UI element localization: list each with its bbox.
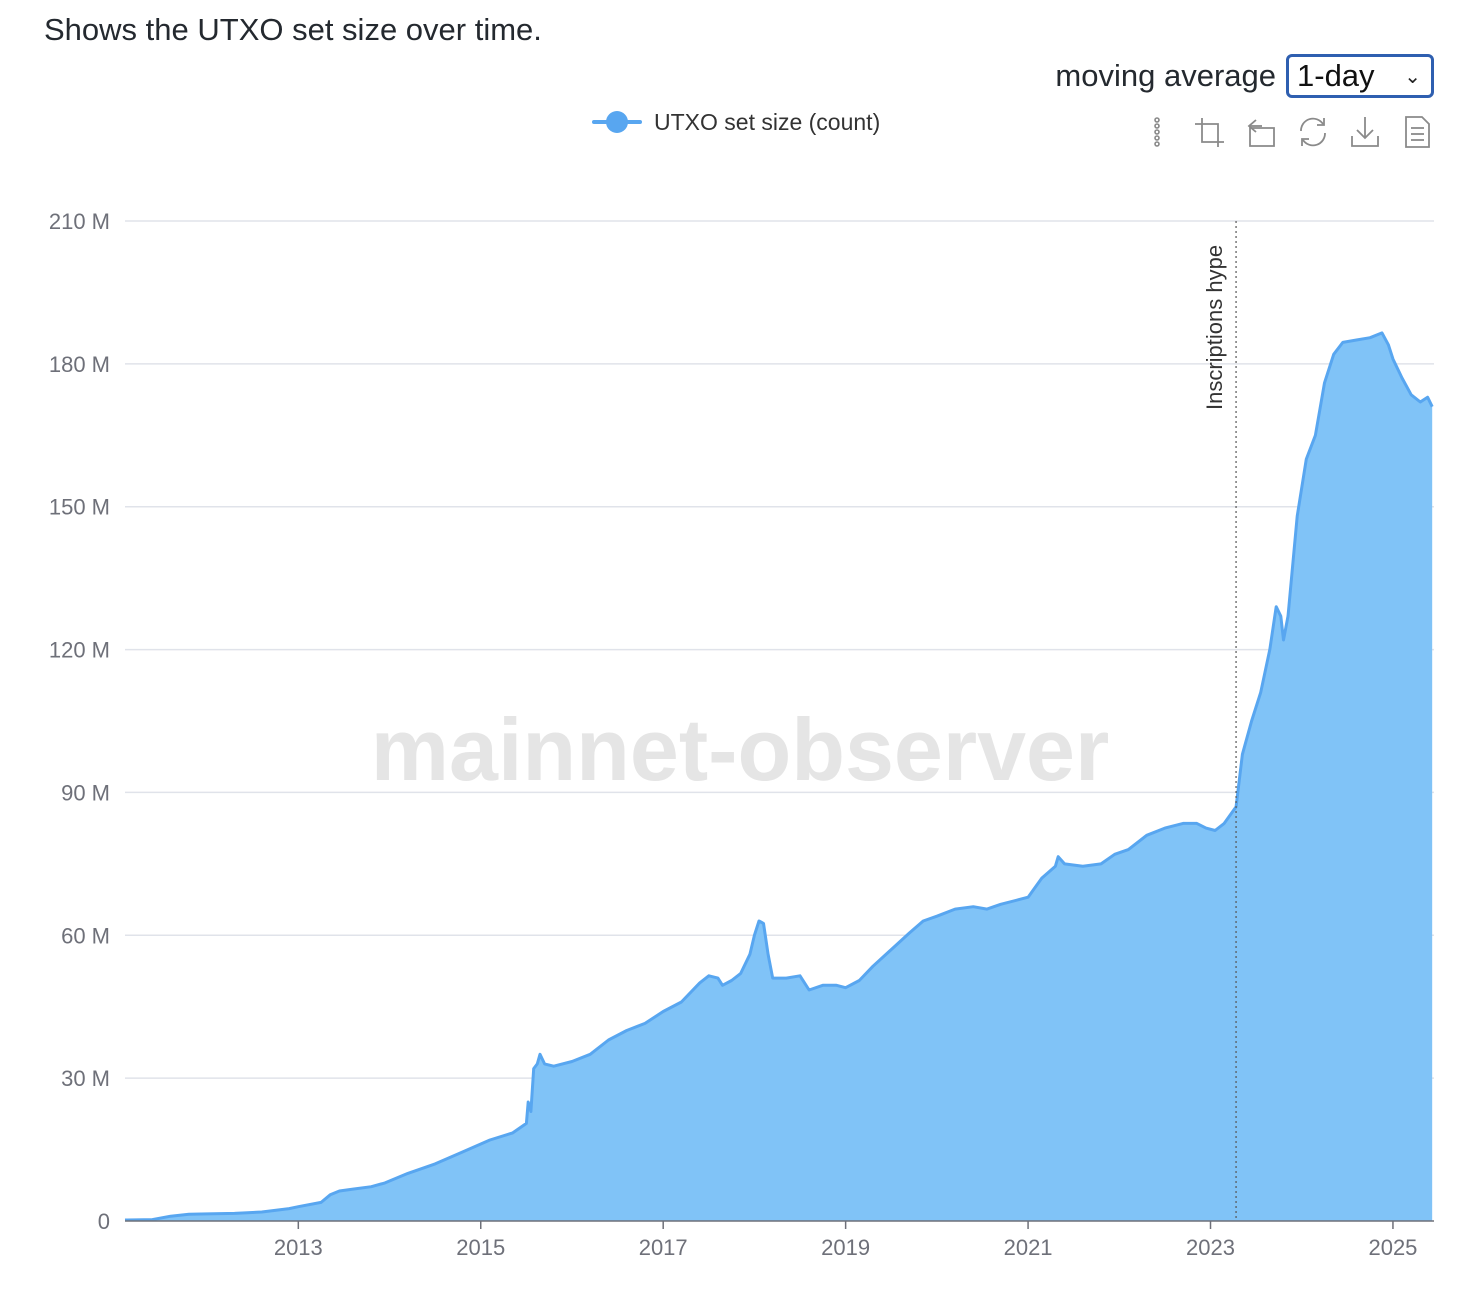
y-tick-label: 150 M [49, 495, 110, 520]
legend-swatch [592, 108, 642, 136]
legend-label: UTXO set size (count) [654, 108, 881, 135]
moving-average-value: 1-day [1297, 58, 1375, 93]
x-tick-label: 2013 [274, 1235, 323, 1260]
chart-description: Shows the UTXO set size over time. [44, 12, 542, 47]
y-tick-label: 30 M [61, 1066, 110, 1091]
zoom-reset-icon[interactable] [1244, 114, 1278, 150]
series-area [125, 332, 1433, 1221]
data-view-icon[interactable] [1400, 114, 1434, 150]
x-tick-label: 2023 [1186, 1235, 1235, 1260]
y-tick-label: 180 M [49, 352, 110, 377]
y-tick-label: 0 [98, 1209, 110, 1234]
series-line [124, 331, 1434, 1222]
chart-toolbox [1140, 114, 1434, 150]
moving-average-control: moving average 1-day ⌄ [1055, 54, 1434, 98]
x-tick-label: 2015 [456, 1235, 505, 1260]
legend-item[interactable]: UTXO set size (count) [592, 108, 880, 136]
y-tick-label: 60 M [61, 923, 110, 948]
x-tick-label: 2021 [1004, 1235, 1053, 1260]
zoom-area-icon[interactable] [1192, 114, 1226, 150]
restore-icon[interactable] [1296, 114, 1330, 150]
mark-line-label: Inscriptions hype [1202, 245, 1227, 410]
watermark: mainnet-observer [371, 700, 1109, 799]
y-tick-label: 210 M [49, 209, 110, 234]
chevron-down-icon: ⌄ [1404, 65, 1421, 88]
moving-average-label: moving average [1055, 58, 1276, 93]
download-icon[interactable] [1348, 114, 1382, 150]
x-tick-label: 2017 [639, 1235, 688, 1260]
x-tick-label: 2025 [1368, 1235, 1417, 1260]
x-tick-label: 2019 [821, 1235, 870, 1260]
y-tick-label: 120 M [49, 638, 110, 663]
moving-average-select[interactable]: 1-day ⌄ [1286, 54, 1434, 98]
y-tick-label: 90 M [61, 780, 110, 805]
data-zoom-icon[interactable] [1140, 114, 1174, 150]
